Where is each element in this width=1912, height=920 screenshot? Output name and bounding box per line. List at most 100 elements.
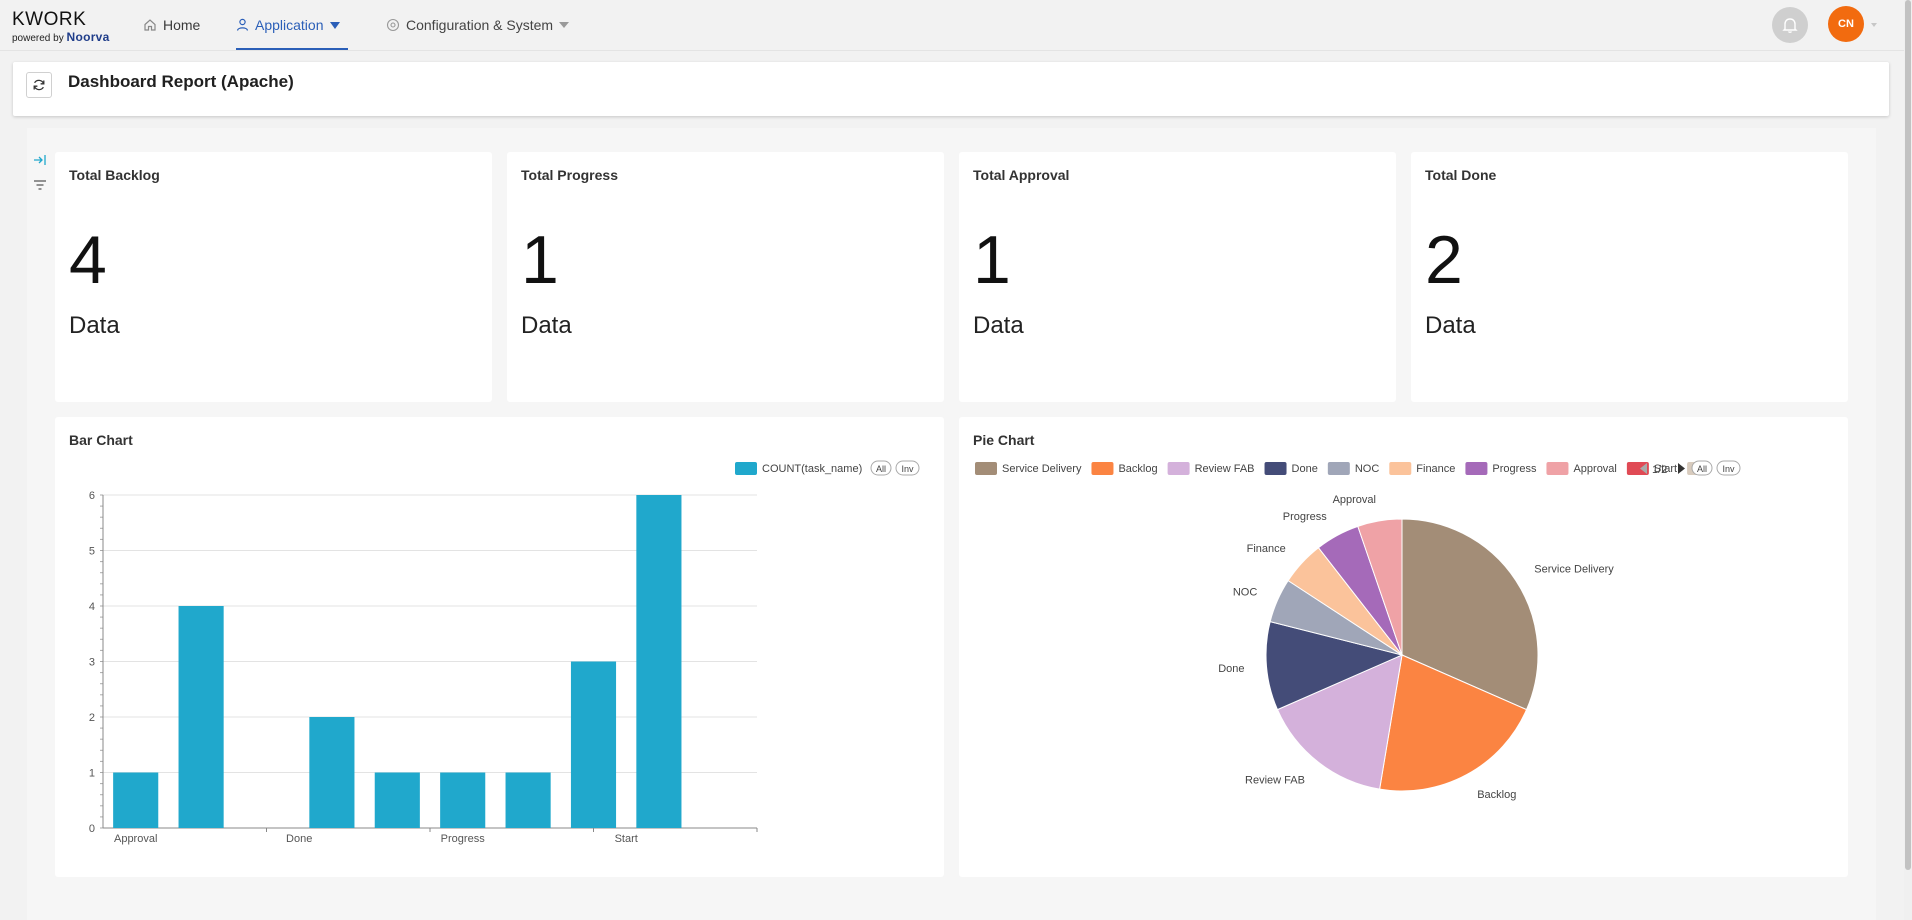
legend-swatch xyxy=(1546,462,1569,475)
legend-swatch xyxy=(1626,462,1649,475)
legend-swatch xyxy=(1389,462,1412,475)
y-tick-label: 4 xyxy=(89,601,95,613)
legend-item[interactable]: Progress xyxy=(1465,462,1537,475)
kpi-unit: Data xyxy=(521,312,572,339)
nav-configuration-label: Configuration & System xyxy=(406,17,554,33)
page-scrollbar[interactable] xyxy=(1904,0,1912,920)
y-tick-label: 3 xyxy=(89,657,95,669)
pie-slice-label: Backlog xyxy=(1477,789,1516,801)
bar[interactable] xyxy=(570,661,617,829)
kpi-card-approval: Total Approval 1 Data xyxy=(959,152,1396,402)
legend-label: Finance xyxy=(1416,463,1455,475)
legend-item[interactable]: Review FAB xyxy=(1167,462,1255,475)
bar-legend[interactable]: COUNT(task_name) xyxy=(735,462,862,475)
legend-item[interactable]: Finance xyxy=(1389,462,1455,475)
nav-application-label: Application xyxy=(255,17,324,33)
powered-by-label: powered by xyxy=(12,33,64,44)
page-title: Dashboard Report (Apache) xyxy=(68,72,294,91)
legend-swatch xyxy=(735,462,757,475)
legend-page-indicator: 1/2 xyxy=(1652,464,1667,476)
nav-home[interactable]: Home xyxy=(143,0,200,50)
bar-chart: COUNT(task_name) All Inv 0 1 2 3 4 5 6 Approval… xyxy=(89,460,920,845)
refresh-button[interactable] xyxy=(26,72,52,98)
legend-item[interactable]: NOC xyxy=(1327,462,1380,475)
legend-inv-label: Inv xyxy=(901,464,914,474)
home-icon xyxy=(144,19,156,31)
triangle-left-icon xyxy=(1640,463,1647,474)
y-tick-label: 6 xyxy=(89,490,95,502)
legend-label: Service Delivery xyxy=(1002,463,1082,475)
pie-slice[interactable] xyxy=(1276,654,1403,790)
chevron-down-icon xyxy=(329,21,340,29)
legend-label: Backlog xyxy=(1118,463,1157,475)
pie-slice[interactable] xyxy=(1401,518,1539,711)
legend-inverse-toggle[interactable]: Inv xyxy=(895,460,920,476)
pie-slice[interactable] xyxy=(1357,518,1403,656)
pie-slice-label: Service Delivery xyxy=(1534,564,1614,576)
kpi-title: Total Done xyxy=(1425,167,1497,183)
chart-title: Bar Chart xyxy=(69,432,133,448)
kpi-card-progress: Total Progress 1 Data xyxy=(507,152,944,402)
kpi-value: 4 xyxy=(69,222,107,298)
bar[interactable] xyxy=(374,772,420,829)
legend-inv-label: Inv xyxy=(1722,464,1735,474)
refresh-icon xyxy=(33,79,45,91)
legend-inverse-toggle[interactable]: Inv xyxy=(1716,460,1741,476)
pie-slice-label: Progress xyxy=(1283,511,1328,523)
legend-swatch xyxy=(1465,462,1488,475)
user-avatar[interactable]: CN xyxy=(1828,6,1864,42)
kpi-card-backlog: Total Backlog 4 Data xyxy=(55,152,492,402)
pie-slice-label: Approval xyxy=(1333,494,1376,506)
nav-application[interactable]: Application xyxy=(236,0,347,50)
legend-label: Start xyxy=(1654,463,1677,475)
legend-label: NOC xyxy=(1355,463,1380,475)
bar-chart-card: Bar Chart COUNT(task_name) All Inv 0 1 2 3 4… xyxy=(55,417,944,877)
bar[interactable] xyxy=(178,606,224,828)
legend-item[interactable]: Start xyxy=(1626,462,1677,475)
chevron-down-icon[interactable] xyxy=(1871,23,1877,27)
legend-swatch xyxy=(1264,462,1287,475)
pie-slice-label: Done xyxy=(1218,663,1244,675)
bar[interactable] xyxy=(505,772,551,829)
bar[interactable] xyxy=(113,772,159,829)
legend-swatch xyxy=(1327,462,1350,475)
pie-slice[interactable] xyxy=(1265,621,1404,711)
legend-item[interactable]: Done xyxy=(1264,462,1318,475)
y-tick-label: 5 xyxy=(89,546,95,558)
bar[interactable] xyxy=(440,772,486,829)
scrollbar-thumb[interactable] xyxy=(1905,0,1911,870)
legend-all-toggle[interactable]: All xyxy=(1691,460,1713,476)
powered-by-text: powered by Noorva xyxy=(12,31,110,44)
nav-home-label: Home xyxy=(163,17,201,33)
top-navigation-bar: KWORK powered by Noorva Home Application… xyxy=(0,0,1904,51)
legend-swatch xyxy=(975,462,997,475)
pie-slice-label: NOC xyxy=(1233,587,1258,599)
pie-chart-card: Pie Chart Service Delivery Backlog Review … xyxy=(959,417,1848,877)
bar[interactable] xyxy=(309,717,355,828)
legend-label: Approval xyxy=(1573,463,1616,475)
bar[interactable] xyxy=(636,495,682,828)
legend-next-page-button[interactable] xyxy=(1678,463,1685,474)
notification-button[interactable] xyxy=(1772,7,1808,43)
user-icon xyxy=(236,18,249,31)
legend-swatch xyxy=(1167,462,1190,475)
legend-label: COUNT(task_name) xyxy=(762,463,862,475)
user-initials: CN xyxy=(1838,18,1854,30)
expand-panel-icon[interactable] xyxy=(33,154,47,166)
chevron-down-icon xyxy=(559,22,570,28)
filter-icon[interactable] xyxy=(33,179,47,191)
pie-slice[interactable] xyxy=(1379,654,1528,792)
kpi-value: 1 xyxy=(973,222,1011,298)
app-logo[interactable]: KWORK powered by Noorva xyxy=(12,10,110,44)
legend-prev-page-button[interactable] xyxy=(1640,463,1647,474)
nav-configuration-system[interactable]: Configuration & System xyxy=(386,0,570,50)
kpi-card-done: Total Done 2 Data xyxy=(1411,152,1848,402)
legend-item[interactable]: Backlog xyxy=(1091,462,1158,475)
legend-all-toggle[interactable]: All xyxy=(870,460,892,476)
bell-icon xyxy=(1782,18,1798,34)
x-tick-label: Approval xyxy=(114,833,157,845)
kpi-value: 2 xyxy=(1425,222,1463,298)
legend-item[interactable]: Approval xyxy=(1546,462,1617,475)
x-tick-label: Start xyxy=(615,833,638,845)
legend-item[interactable]: Service Delivery xyxy=(975,462,1082,475)
